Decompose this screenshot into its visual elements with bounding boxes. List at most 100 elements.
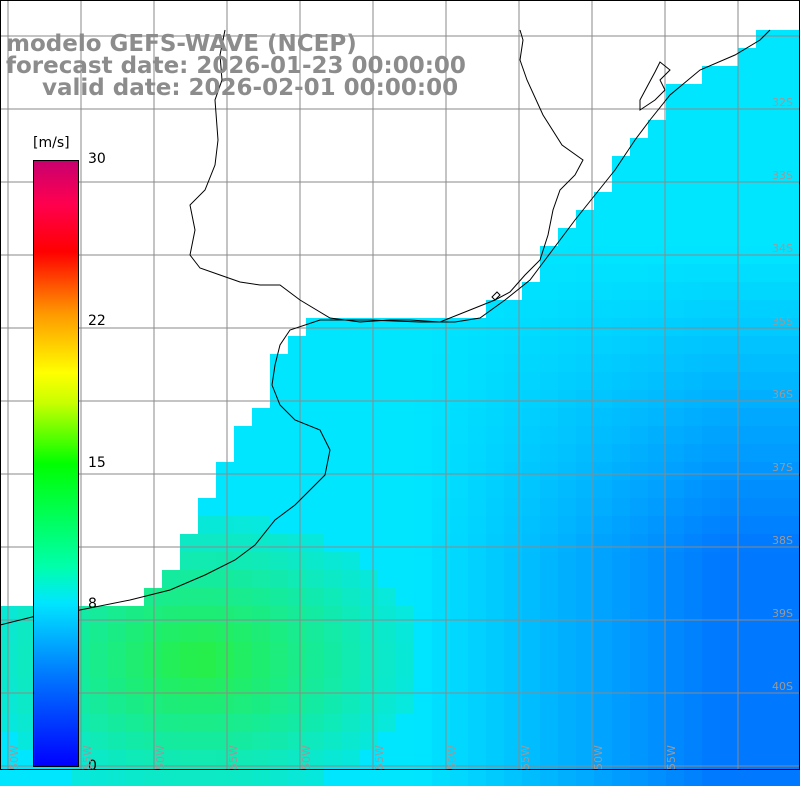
wind-cell	[612, 426, 630, 444]
wind-cell	[162, 642, 180, 660]
wind-cell	[648, 714, 666, 732]
wind-cell	[648, 570, 666, 588]
wind-cell	[108, 624, 126, 642]
wind-cell	[594, 732, 612, 750]
wind-cell	[180, 660, 198, 678]
wind-cell	[288, 624, 306, 642]
wind-cell	[648, 300, 666, 318]
wind-cell	[360, 390, 378, 408]
wind-cell	[774, 570, 792, 588]
wind-cell	[54, 768, 72, 786]
wind-cell	[792, 552, 800, 570]
wind-cell	[0, 660, 18, 678]
wind-cell	[504, 660, 522, 678]
wind-cell	[342, 750, 360, 768]
wind-cell	[252, 642, 270, 660]
wind-cell	[450, 426, 468, 444]
wind-cell	[342, 336, 360, 354]
wind-cell	[756, 696, 774, 714]
wind-cell	[792, 768, 800, 786]
wind-cell	[648, 192, 666, 210]
wind-cell	[558, 660, 576, 678]
wind-cell	[522, 462, 540, 480]
wind-cell	[468, 372, 486, 390]
wind-cell	[720, 282, 738, 300]
wind-cell	[648, 462, 666, 480]
wind-cell	[216, 570, 234, 588]
wind-cell	[378, 516, 396, 534]
wind-cell	[288, 714, 306, 732]
wind-cell	[486, 624, 504, 642]
wind-cell	[792, 336, 800, 354]
wind-cell	[18, 732, 36, 750]
wind-cell	[468, 318, 486, 336]
wind-cell	[648, 696, 666, 714]
wind-cell	[486, 318, 504, 336]
wind-cell	[234, 570, 252, 588]
wind-cell	[378, 354, 396, 372]
wind-cell	[144, 696, 162, 714]
wind-cell	[198, 750, 216, 768]
wind-cell	[576, 660, 594, 678]
coastline-south	[0, 29, 771, 626]
wind-cell	[612, 678, 630, 696]
wind-cell	[342, 696, 360, 714]
wind-cell	[396, 750, 414, 768]
wind-cell	[774, 354, 792, 372]
wind-cell	[90, 696, 108, 714]
wind-cell	[378, 768, 396, 786]
wind-cell	[450, 462, 468, 480]
wind-cell	[558, 678, 576, 696]
wind-cell	[558, 444, 576, 462]
wind-cell	[756, 714, 774, 732]
wind-cell	[414, 516, 432, 534]
wind-cell	[360, 354, 378, 372]
wind-cell	[522, 588, 540, 606]
wind-cell	[666, 444, 684, 462]
wind-cell	[792, 462, 800, 480]
wind-cell	[306, 372, 324, 390]
wind-cell	[756, 102, 774, 120]
wind-cell	[792, 642, 800, 660]
wind-cell	[306, 678, 324, 696]
wind-cell	[666, 264, 684, 282]
wind-cell	[432, 552, 450, 570]
longitude-label: 55W	[519, 745, 532, 770]
wind-cell	[666, 462, 684, 480]
wind-cell	[756, 498, 774, 516]
wind-cell	[504, 678, 522, 696]
wind-cell	[504, 714, 522, 732]
wind-cell	[468, 624, 486, 642]
wind-cell	[702, 714, 720, 732]
wind-cell	[630, 624, 648, 642]
wind-cell	[360, 498, 378, 516]
wind-cell	[540, 462, 558, 480]
wind-cell	[612, 642, 630, 660]
wind-cell	[558, 768, 576, 786]
wind-cell	[702, 102, 720, 120]
wind-cell	[756, 444, 774, 462]
wind-cell	[720, 192, 738, 210]
wind-cell	[432, 408, 450, 426]
wind-cell	[648, 498, 666, 516]
wind-cell	[540, 750, 558, 768]
wind-cell	[468, 480, 486, 498]
wind-cell	[540, 336, 558, 354]
wind-cell	[414, 750, 432, 768]
wind-cell	[180, 678, 198, 696]
wind-cell	[432, 372, 450, 390]
wind-cell	[684, 462, 702, 480]
wind-cell	[324, 408, 342, 426]
wind-cell	[594, 282, 612, 300]
wind-cell	[486, 426, 504, 444]
wind-cell	[234, 516, 252, 534]
wind-cell	[324, 336, 342, 354]
wind-cell	[594, 750, 612, 768]
wind-cell	[342, 588, 360, 606]
wind-cell	[288, 390, 306, 408]
wind-cell	[432, 354, 450, 372]
wind-cell	[594, 390, 612, 408]
wind-cell	[648, 264, 666, 282]
wind-cell	[180, 750, 198, 768]
wind-cell	[504, 390, 522, 408]
